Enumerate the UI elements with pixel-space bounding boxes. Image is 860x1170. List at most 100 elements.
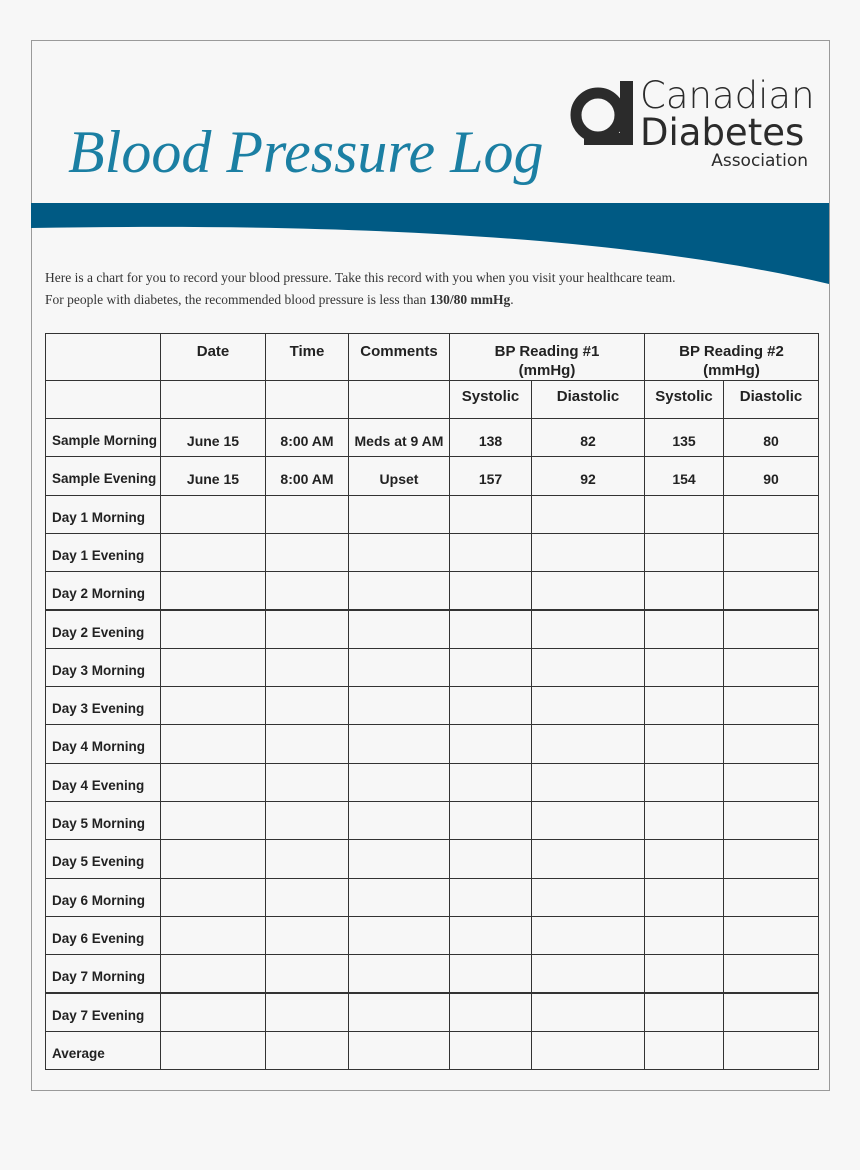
table-cell [449,724,532,764]
table-cell [265,532,349,573]
row-label: Day 7 Morning [52,969,146,985]
cell-value: Upset [379,471,419,488]
table-cell [160,839,266,879]
table-cell [644,915,724,956]
table-cell [449,532,532,573]
table-cell [348,686,450,726]
table-cell [644,494,724,534]
table-cell [644,647,724,688]
table-cell [160,532,266,573]
row-label-cell: Day 2 Morning [45,571,161,611]
header-text: Comments [360,343,438,360]
row-label-cell: Day 7 Morning [45,954,161,994]
row-label-cell: Day 6 Evening [45,915,161,956]
table-cell: 8:00 AM [265,418,349,458]
intro-text: Here is a chart for you to record your b… [45,270,676,285]
table-cell [723,686,819,726]
row-label: Average [52,1045,105,1061]
logo-text: Diabetes [640,111,804,154]
table-cell [644,571,724,611]
cell-value: 82 [580,433,596,449]
row-label: Day 2 Evening [52,624,145,640]
header-cell [45,333,161,381]
table-cell [449,494,532,534]
row-label: Day 1 Morning [52,509,146,525]
table-cell [723,724,819,764]
cell-value: June 15 [186,471,240,488]
row-label: Day 5 Evening [52,854,145,870]
table-cell [449,686,532,726]
table-cell: 8:00 AM [265,456,349,496]
table-cell [531,532,645,573]
table-cell [531,686,645,726]
intro-text: For people with diabetes, the recommende… [45,292,430,307]
table-cell [265,992,349,1032]
subheader-text: Systolic [655,388,713,405]
row-label-cell: Day 5 Morning [45,801,161,841]
swoosh-band [31,203,829,284]
header-text: BP Reading #2 [679,343,784,360]
row-label-cell: Day 1 Evening [45,532,161,573]
table-cell [449,609,532,649]
row-label: Day 1 Evening [52,547,145,563]
cell-value: 8:00 AM [280,471,334,488]
table-cell [531,609,645,649]
table-cell [723,647,819,688]
table-cell [644,992,724,1032]
table-cell [449,571,532,611]
row-label: Day 6 Morning [52,892,146,908]
table-cell [449,1030,532,1071]
table-cell [531,877,645,917]
row-label-cell: Day 3 Evening [45,686,161,726]
table-cell [449,992,532,1032]
table-cell: Upset [348,456,450,496]
table-cell [348,724,450,764]
row-label: Sample Evening [52,471,157,487]
table-cell: 154 [644,456,724,496]
table-cell [449,647,532,688]
row-label-cell: Day 6 Morning [45,877,161,917]
table-cell [160,992,266,1032]
row-label-cell: Sample Morning [45,418,161,458]
row-label-cell: Day 5 Evening [45,839,161,879]
table-cell [449,762,532,802]
table-cell [265,839,349,879]
logo-text: Canadian [640,74,815,117]
table-cell [265,877,349,917]
table-cell [348,992,450,1032]
table-cell [723,762,819,802]
header-cell: Comments [348,333,450,381]
table-cell [723,532,819,573]
cell-value: June 15 [186,433,240,449]
table-cell [644,686,724,726]
row-label-cell: Day 2 Evening [45,609,161,649]
cell-value: 157 [478,471,503,488]
row-label-cell: Day 1 Morning [45,494,161,534]
table-cell [348,1030,450,1071]
table-cell [348,609,450,649]
table-cell: 92 [531,456,645,496]
cell-value: 154 [672,471,696,488]
header-unit: (mmHg) [703,362,760,379]
cell-value: 8:00 AM [280,433,334,449]
table-cell [265,724,349,764]
row-label-cell: Day 4 Evening [45,762,161,802]
header-cell [348,380,450,419]
subheader-text: Diastolic [556,388,620,405]
header-cell: Time [265,333,349,381]
header-text: Time [289,343,325,360]
logo-text: Association [711,151,808,171]
table-cell [160,724,266,764]
table-cell [644,762,724,802]
header-cell [265,380,349,419]
table-cell [531,1030,645,1071]
table-cell [348,647,450,688]
table-cell [160,801,266,841]
cell-value: 80 [763,433,779,449]
table-cell [265,494,349,534]
subheader-text: Systolic [461,388,520,405]
table-cell [531,954,645,994]
header-text: BP Reading #1 [494,343,600,360]
table-cell [160,1030,266,1071]
